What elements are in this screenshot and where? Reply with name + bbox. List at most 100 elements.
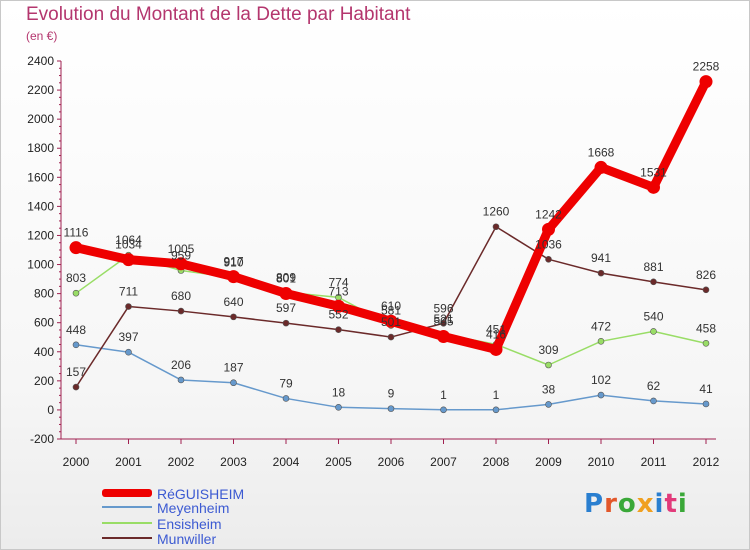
y-tick-label: 600 xyxy=(34,316,54,330)
proxiti-logo: Proxiti xyxy=(584,489,688,519)
data-point-meyenheim xyxy=(702,400,710,408)
data-point-réguisheim xyxy=(647,180,660,194)
data-point-réguisheim xyxy=(542,222,555,236)
data-label: 2258 xyxy=(693,60,720,74)
data-label: 505 xyxy=(433,315,453,329)
data-label: 451 xyxy=(486,322,506,336)
data-point-munwiller xyxy=(440,319,447,327)
data-label: 41 xyxy=(699,382,713,396)
y-tick-label: 1600 xyxy=(27,170,54,184)
data-label: 187 xyxy=(223,361,243,375)
data-label: 62 xyxy=(647,379,661,393)
logo-letter: t xyxy=(664,489,678,519)
data-point-munwiller xyxy=(177,307,185,315)
data-label: 1034 xyxy=(115,238,142,252)
data-label: 18 xyxy=(332,385,346,399)
data-label: 581 xyxy=(381,303,401,317)
data-point-réguisheim xyxy=(489,342,503,356)
data-point-meyenheim xyxy=(125,348,132,356)
data-label: 917 xyxy=(223,255,243,269)
data-point-réguisheim xyxy=(384,314,398,328)
data-label: 1 xyxy=(493,388,500,402)
legend-swatch-reguisheim xyxy=(102,489,152,497)
data-point-munwiller xyxy=(387,333,395,341)
y-tick-label: 0 xyxy=(47,403,54,417)
x-tick-label: 2002 xyxy=(168,455,195,469)
x-tick-label: 2007 xyxy=(430,455,457,469)
data-point-munwiller xyxy=(125,303,132,310)
data-point-meyenheim xyxy=(177,376,185,384)
data-point-munwiller xyxy=(650,278,657,286)
data-label: 79 xyxy=(279,376,293,390)
data-label: 713 xyxy=(328,284,348,298)
y-tick-label: 1400 xyxy=(27,199,54,213)
data-point-réguisheim xyxy=(699,75,713,89)
data-label: 826 xyxy=(696,268,716,282)
data-label: 1036 xyxy=(535,237,562,251)
data-label: 458 xyxy=(696,321,716,335)
data-point-munwiller xyxy=(597,269,605,277)
data-label: 640 xyxy=(223,295,243,309)
data-point-ensisheim xyxy=(545,361,552,369)
y-tick-label: 1800 xyxy=(27,141,54,155)
data-label: 680 xyxy=(171,289,191,303)
legend-swatch-munwiller xyxy=(102,537,152,539)
data-label: 809 xyxy=(276,270,296,284)
legend-label: Meyenheim xyxy=(157,500,230,516)
data-label: 38 xyxy=(542,382,556,396)
data-label: 448 xyxy=(66,323,86,337)
data-label: 610 xyxy=(381,299,401,313)
logo-letter: x xyxy=(636,489,655,519)
data-label: 1 xyxy=(440,388,447,402)
data-point-meyenheim xyxy=(282,395,290,402)
y-tick-label: 1000 xyxy=(27,258,54,272)
data-point-meyenheim xyxy=(387,405,395,412)
data-point-réguisheim xyxy=(594,160,608,174)
logo-letter: P xyxy=(584,489,605,519)
legend-swatch-ensisheim xyxy=(102,522,152,524)
x-tick-label: 2004 xyxy=(273,455,300,469)
y-tick-label: 200 xyxy=(34,374,54,388)
data-label: 596 xyxy=(433,301,453,315)
data-point-meyenheim xyxy=(650,397,657,405)
data-point-munwiller xyxy=(335,326,342,333)
data-point-munwiller xyxy=(545,256,552,263)
x-tick-label: 2006 xyxy=(378,455,405,469)
data-label: 1116 xyxy=(64,226,89,240)
y-tick-label: 2400 xyxy=(27,54,54,68)
data-label: 1531 xyxy=(640,165,667,179)
x-tick-label: 2011 xyxy=(641,455,667,469)
data-point-réguisheim xyxy=(437,330,450,344)
data-point-réguisheim xyxy=(332,299,345,313)
data-label: 801 xyxy=(276,271,296,285)
data-point-ensisheim xyxy=(72,289,80,297)
data-label: 9 xyxy=(388,387,395,401)
data-label: 881 xyxy=(643,260,663,274)
data-point-meyenheim xyxy=(230,379,237,387)
data-point-réguisheim xyxy=(174,257,188,271)
data-label: 1005 xyxy=(168,242,195,256)
y-tick-label: 400 xyxy=(34,345,54,359)
data-point-réguisheim xyxy=(279,286,293,300)
data-label: 941 xyxy=(591,251,611,265)
x-tick-label: 2003 xyxy=(220,455,247,469)
x-tick-label: 2001 xyxy=(115,455,142,469)
logo-letter: i xyxy=(677,489,688,519)
data-point-réguisheim xyxy=(227,270,240,284)
data-label: 102 xyxy=(591,373,611,387)
data-point-munwiller xyxy=(72,383,80,391)
data-point-ensisheim xyxy=(650,328,657,335)
data-point-munwiller xyxy=(702,286,710,294)
data-point-réguisheim xyxy=(69,241,83,255)
data-label: 157 xyxy=(66,365,86,379)
data-label: 1064 xyxy=(115,233,142,247)
x-tick-label: 2010 xyxy=(588,455,615,469)
data-label: 309 xyxy=(538,343,558,357)
data-point-réguisheim xyxy=(122,253,135,267)
data-point-ensisheim xyxy=(597,338,605,345)
data-label: 1242 xyxy=(535,207,562,221)
chart-title: Evolution du Montant de la Dette par Hab… xyxy=(26,4,411,25)
data-point-meyenheim xyxy=(72,341,80,349)
data-point-munwiller xyxy=(492,223,500,231)
data-point-munwiller xyxy=(230,313,237,321)
